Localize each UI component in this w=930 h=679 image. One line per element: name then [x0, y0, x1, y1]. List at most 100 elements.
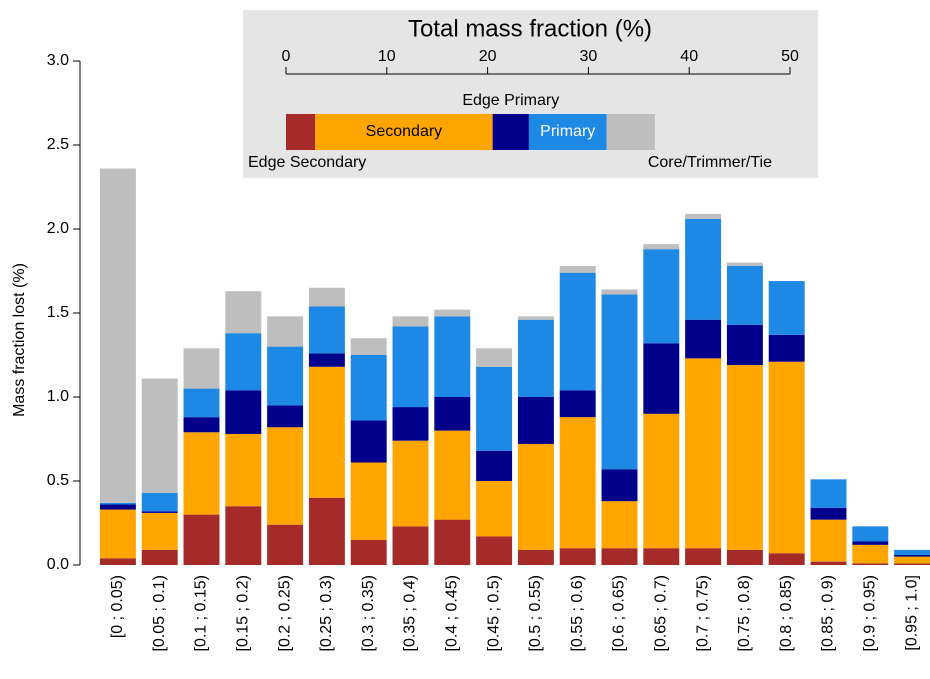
bar-segment [267, 427, 304, 525]
bar-segment [685, 319, 722, 359]
bar-segment [476, 481, 513, 537]
inset-segment [315, 114, 493, 150]
bar-segment [726, 549, 763, 565]
bar-segment [726, 324, 763, 366]
inset-tick-label: 30 [580, 48, 598, 65]
bar-segment [559, 548, 596, 565]
bar-segment [894, 554, 930, 557]
bar-segment [308, 353, 345, 367]
inset-segment [528, 114, 607, 150]
x-tick-label: [0.3 ; 0.35) [360, 575, 377, 652]
x-tick-label: [0.75 ; 0.8) [736, 575, 753, 652]
bar-segment [726, 262, 763, 266]
bar-segment [643, 249, 680, 344]
inset-tick-label: 20 [479, 48, 497, 65]
inset-label: Edge Primary [462, 92, 559, 109]
bar-segment [434, 309, 471, 317]
bar-segment [894, 556, 930, 564]
bar-segment [517, 397, 554, 445]
x-tick-label: [0.45 ; 0.5) [485, 575, 502, 652]
bar-segment [601, 289, 638, 295]
bar-segment [308, 287, 345, 307]
bar-segment [350, 539, 387, 565]
bar-segment [183, 432, 220, 515]
bar-segment [559, 390, 596, 418]
bar-segment [99, 509, 136, 559]
bar-segment [99, 504, 136, 510]
x-tick-label: [0.25 ; 0.3) [318, 575, 335, 652]
bar-segment [810, 519, 847, 562]
bar-segment [852, 563, 889, 565]
bar-segment [894, 549, 930, 555]
bar-segment [392, 407, 429, 441]
bar-segment [852, 526, 889, 542]
bar-segment [685, 218, 722, 320]
bar-segment [768, 361, 805, 554]
bar-segment [726, 265, 763, 325]
bar-segment [308, 306, 345, 354]
bar-segment [392, 326, 429, 408]
bar-segment [141, 378, 178, 493]
bar-segment [768, 334, 805, 362]
bar-segment [392, 316, 429, 327]
bar-segment [308, 497, 345, 565]
bar-segment [141, 511, 178, 513]
bar-segment [517, 316, 554, 320]
x-tick-label: [0.05 ; 0.1) [151, 575, 168, 652]
inset-tick-label: 0 [282, 48, 291, 65]
x-tick-label: [0.4 ; 0.45) [444, 575, 461, 652]
bar-segment [559, 272, 596, 391]
y-axis-label: Mass fraction lost (%) [11, 263, 28, 417]
bar-segment [141, 512, 178, 550]
inset-tick-label: 10 [378, 48, 396, 65]
bar-segment [643, 413, 680, 549]
y-tick-label: 1.0 [47, 388, 69, 405]
x-tick-label: [0.1 ; 0.15) [193, 575, 210, 652]
bar-segment [434, 430, 471, 520]
bar-segment [517, 549, 554, 565]
y-tick-label: 0.0 [47, 556, 69, 573]
y-tick-label: 0.5 [47, 472, 69, 489]
bar-segment [434, 397, 471, 431]
bar-segment [517, 444, 554, 550]
bar-segment [350, 338, 387, 355]
bar-segment [350, 355, 387, 421]
bar-segment [141, 492, 178, 512]
y-tick-label: 1.5 [47, 304, 69, 321]
bar-segment [267, 346, 304, 406]
bar-segment [601, 469, 638, 502]
inset-segment [606, 114, 655, 150]
bar-segment [517, 319, 554, 397]
bar-segment [894, 563, 930, 565]
x-tick-label: [0.95 ; 1.0] [903, 575, 920, 651]
bar-segment [434, 519, 471, 565]
inset-label: Secondary [366, 123, 443, 140]
bar-segment [476, 536, 513, 565]
bar-segment [852, 544, 889, 564]
bar-segment [183, 388, 220, 418]
bar-segment [225, 291, 262, 334]
bar-segment [601, 294, 638, 470]
bar-segment [392, 440, 429, 527]
bar-segment [768, 281, 805, 335]
bar-segment [852, 541, 889, 545]
inset-tick-label: 50 [781, 48, 799, 65]
x-tick-label: [0 ; 0.05) [109, 575, 126, 638]
inset-label: Core/Trimmer/Tie [648, 154, 772, 171]
bar-segment [601, 548, 638, 565]
x-tick-label: [0.2 ; 0.25) [276, 575, 293, 652]
inset-label: Edge Secondary [248, 154, 366, 171]
bar-segment [476, 348, 513, 367]
bar-segment [476, 366, 513, 451]
inset-tick-label: 40 [680, 48, 698, 65]
bar-segment [685, 358, 722, 549]
bar-segment [476, 450, 513, 481]
bar-segment [99, 502, 136, 505]
y-tick-label: 2.5 [47, 136, 69, 153]
x-tick-label: [0.7 ; 0.75) [694, 575, 711, 652]
x-tick-label: [0.9 ; 0.95) [862, 575, 879, 652]
x-tick-label: [0.5 ; 0.55) [527, 575, 544, 652]
x-tick-label: [0.6 ; 0.65) [611, 575, 628, 652]
bar-segment [308, 366, 345, 498]
